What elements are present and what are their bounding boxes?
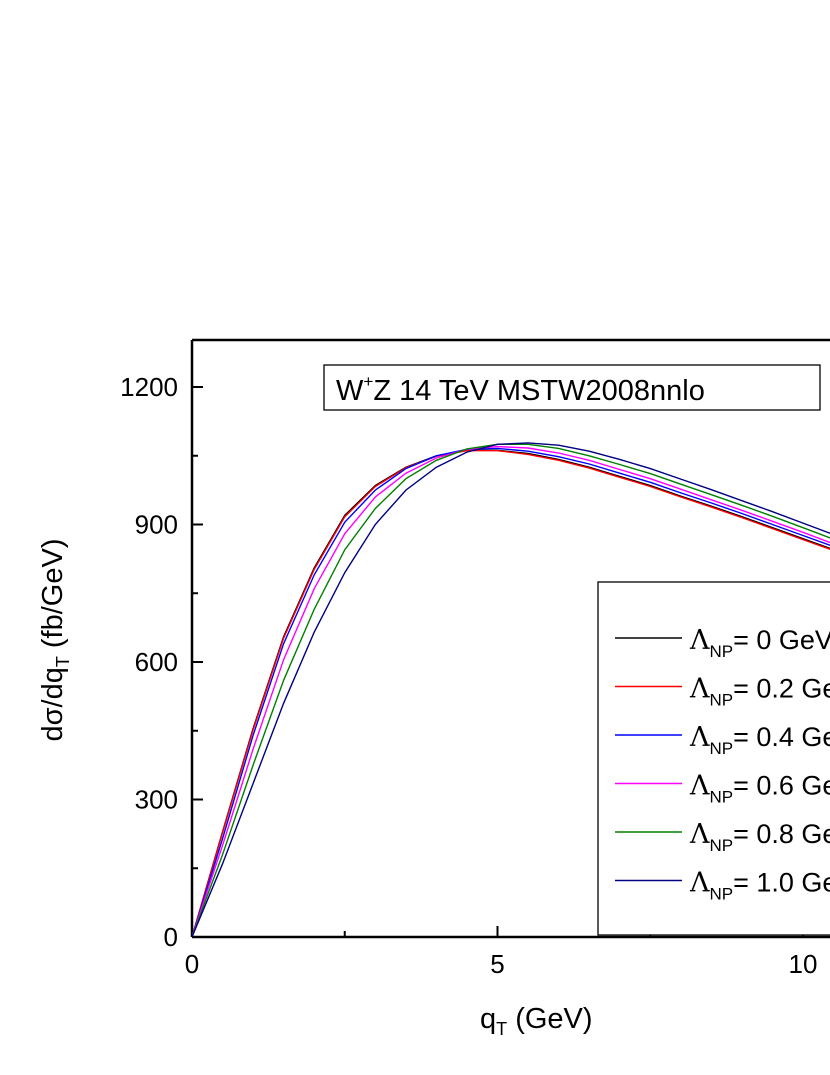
y-axis-label: dσ/dqT (fb/GeV)	[37, 539, 73, 742]
legend-label: ΛNP= 1.0 GeV	[689, 868, 830, 904]
legend: ΛNP= 0 GeV ΛNP= 0.2 GeV ΛNP= 0.4 GeV ΛNP= 0…	[597, 581, 830, 936]
chart-title: W+Z 14 TeV MSTW2008nnlo	[336, 372, 705, 407]
title-box: W+Z 14 TeV MSTW2008nnlo	[323, 364, 821, 411]
series-line	[192, 442, 830, 937]
y-tick-label: 0	[164, 922, 178, 952]
legend-label: ΛNP= 0.8 GeV	[689, 819, 830, 855]
series-line	[192, 450, 830, 937]
axes-frame: 0 300 600 900 1200 0 5 10	[120, 338, 830, 979]
series-line	[192, 445, 830, 937]
y-tick-label: 900	[135, 510, 178, 540]
curves	[192, 442, 830, 937]
series-line	[192, 447, 830, 937]
y-tick-label: 600	[135, 647, 178, 677]
x-tick-label: 0	[185, 949, 199, 979]
y-tick-label: 1200	[120, 372, 178, 402]
x-tick-label: 10	[789, 949, 818, 979]
x-axis-label: qT (GeV)	[480, 1003, 593, 1039]
legend-label: ΛNP= 0.2 GeV	[689, 674, 830, 710]
x-tick-label: 5	[490, 949, 504, 979]
legend-label: ΛNP= 0 GeV	[689, 625, 830, 661]
legend-label: ΛNP= 0.4 GeV	[689, 722, 830, 758]
legend-label: ΛNP= 0.6 GeV	[689, 771, 830, 807]
y-tick-label: 300	[135, 785, 178, 815]
